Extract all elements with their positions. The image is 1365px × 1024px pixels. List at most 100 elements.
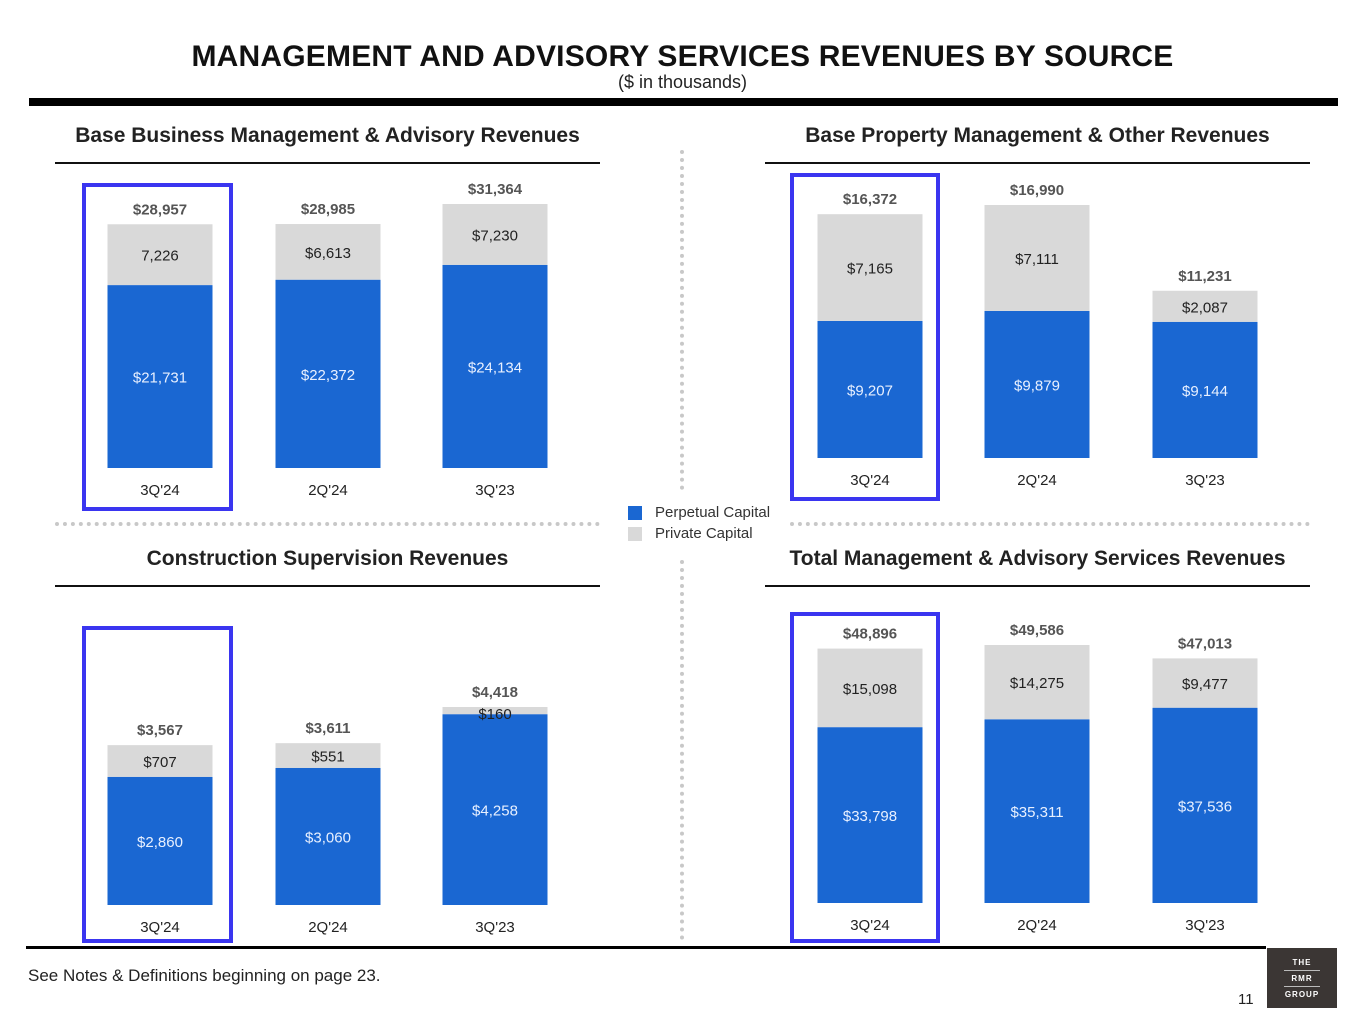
logo-line-1: THE [1292,957,1312,967]
data-label-total: $4,418 [472,684,518,701]
vertical-divider-bottom [680,560,684,940]
bar-perpetual-capital [817,320,923,458]
bar-perpetual-capital [984,719,1090,903]
bar-perpetual-capital [984,310,1090,458]
data-label-perpetual: $21,731 [133,370,187,387]
bar-private-capital [107,224,213,286]
bar-perpetual-capital [1152,321,1258,458]
bar-private-capital [107,745,213,777]
page-number: 11 [1238,991,1254,1008]
bar-private-capital [442,204,548,265]
data-label-private: $14,275 [1010,675,1064,692]
data-label-total: $11,231 [1178,268,1231,285]
data-label-private: $6,613 [305,245,351,262]
legend-label-perpetual: Perpetual Capital [655,504,771,521]
bar-private-capital [275,224,381,280]
footer-divider [26,946,1266,949]
bar-private-capital [817,648,923,728]
panel-title-construction: Construction Supervision Revenues [146,547,509,570]
legend-item-private: Private Capital [628,523,770,544]
logo-line-3: GROUP [1284,989,1320,999]
data-label-private: $7,230 [472,227,518,244]
title-divider [29,98,1338,106]
panel-title-base-property: Base Property Management & Other Revenue… [805,124,1270,147]
category-label: 3Q'24 [850,917,890,934]
data-label-private: $2,087 [1182,299,1228,316]
data-label-perpetual: $4,258 [472,803,518,820]
data-label-perpetual: $9,207 [847,382,893,399]
data-label-total: $28,957 [133,201,187,218]
data-label-private: $707 [143,754,176,771]
highlight-box [82,183,233,511]
category-label: 2Q'24 [308,919,348,936]
footnote: See Notes & Definitions beginning on pag… [28,966,381,985]
data-label-perpetual: $37,536 [1178,798,1232,815]
logo-rule [1284,985,1320,987]
category-label: 2Q'24 [1017,472,1057,489]
data-label-total: $47,013 [1178,635,1232,652]
bar-private-capital [1152,658,1258,708]
page-subtitle: ($ in thousands) [617,72,748,92]
bar-private-capital [984,205,1090,311]
bar-private-capital [275,743,381,768]
bar-perpetual-capital [817,727,923,903]
bar-perpetual-capital [107,776,213,905]
data-label-total: $16,372 [843,191,897,208]
data-label-private: $15,098 [843,681,897,698]
category-label: 3Q'24 [850,472,890,489]
category-label: 3Q'23 [1185,472,1225,489]
data-label-private: 7,226 [141,248,179,265]
data-label-perpetual: $22,372 [301,367,355,384]
bar-private-capital [442,707,548,715]
data-label-total: $3,611 [305,720,350,737]
panel-rule [55,162,600,164]
data-label-total: $3,567 [137,722,183,739]
vertical-divider-top [680,150,684,490]
logo-line-2: RMR [1291,973,1313,983]
panel-rule [765,162,1310,164]
data-label-private: $9,477 [1182,676,1228,693]
data-label-perpetual: $9,144 [1182,383,1228,400]
logo-rule [1284,969,1320,971]
legend-label-private: Private Capital [655,525,753,542]
data-label-total: $16,990 [1010,182,1064,199]
panel-title-total: Total Management & Advisory Services Rev… [789,547,1286,570]
panel-title-base-business: Base Business Management & Advisory Reve… [75,124,580,147]
bar-perpetual-capital [275,279,381,468]
data-label-total: $31,364 [468,181,523,198]
panel-rule [765,585,1310,587]
category-label: 3Q'23 [475,919,515,936]
bar-perpetual-capital [107,285,213,468]
category-label: 3Q'23 [475,482,515,499]
data-label-perpetual: $2,860 [137,834,183,851]
bar-private-capital [984,645,1090,720]
bar-perpetual-capital [442,264,548,468]
highlight-box [790,173,940,501]
legend-swatch-private [628,526,642,541]
category-label: 2Q'24 [1017,917,1057,934]
category-label: 3Q'24 [140,482,180,499]
highlight-box [790,612,940,943]
bar-perpetual-capital [1152,707,1258,903]
bar-private-capital [1152,290,1258,322]
data-label-perpetual: $3,060 [305,829,351,846]
data-label-total: $49,586 [1010,622,1064,639]
category-label: 2Q'24 [308,482,348,499]
data-label-private: $7,111 [1015,251,1059,268]
data-label-perpetual: $24,134 [468,359,522,376]
data-label-perpetual: $33,798 [843,808,897,825]
horizontal-divider-right [790,522,1310,526]
category-label: 3Q'24 [140,919,180,936]
data-label-private: $7,165 [847,261,893,278]
legend: Perpetual Capital Private Capital [628,502,770,544]
data-label-total: $28,985 [301,201,355,218]
data-label-private: $551 [311,749,344,766]
panel-rule [55,585,600,587]
legend-item-perpetual: Perpetual Capital [628,502,770,523]
data-label-total: $48,896 [843,626,897,643]
legend-swatch-perpetual [628,505,642,520]
rmr-group-logo: THE RMR GROUP [1267,948,1337,1008]
page-title: MANAGEMENT AND ADVISORY SERVICES REVENUE… [191,40,1174,73]
bar-perpetual-capital [275,767,381,905]
